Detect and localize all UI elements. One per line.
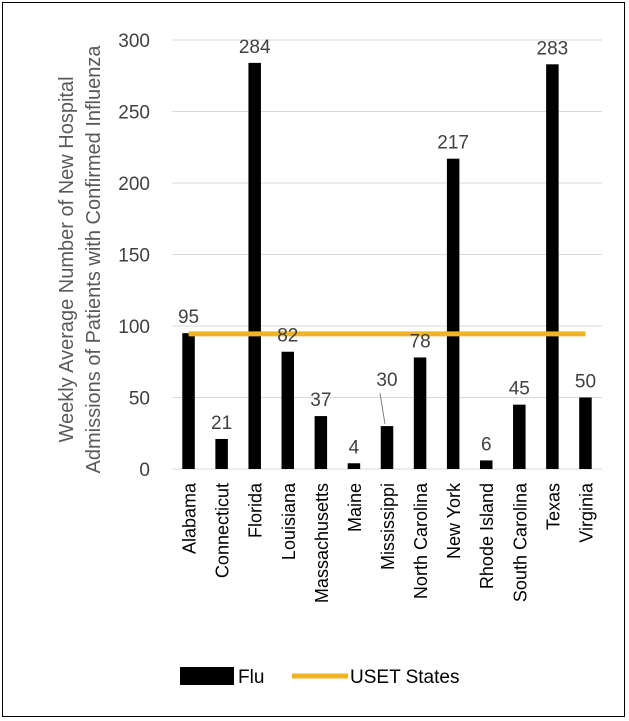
y-tick-label: 100 bbox=[118, 317, 150, 338]
y-tick-label: 50 bbox=[129, 389, 150, 410]
data-label: 37 bbox=[310, 390, 331, 411]
y-tick-label: 0 bbox=[139, 460, 150, 481]
x-tick-label: Louisiana bbox=[279, 482, 299, 560]
y-tick-label: 150 bbox=[118, 246, 150, 267]
x-tick-label: Maine bbox=[345, 483, 365, 532]
data-labels: 95 21 284 82 37 4 30 78 217 6 45 283 50 bbox=[178, 37, 596, 458]
x-tick-label: Massachusetts bbox=[312, 483, 332, 603]
data-label: 95 bbox=[178, 307, 199, 328]
bar-connecticut bbox=[215, 438, 228, 469]
bar-mississippi bbox=[380, 426, 394, 469]
bar-virginia bbox=[579, 397, 592, 469]
data-label-leader-line bbox=[379, 393, 386, 425]
data-label: 82 bbox=[277, 326, 298, 347]
x-tick-label: Rhode Island bbox=[477, 483, 497, 589]
x-tick-label: Alabama bbox=[180, 482, 200, 554]
bar-north-carolina bbox=[413, 357, 427, 469]
y-axis-title-line: Weekly Average Number of New Hospital bbox=[56, 76, 78, 442]
data-label: 50 bbox=[575, 372, 596, 393]
x-tick-label: Virginia bbox=[576, 482, 596, 543]
data-label: 6 bbox=[481, 434, 492, 455]
x-tick-label: Florida bbox=[246, 482, 266, 538]
bar-florida bbox=[248, 62, 261, 469]
bar-texas bbox=[546, 64, 559, 469]
bar-south-carolina bbox=[513, 404, 526, 469]
data-label: 217 bbox=[437, 133, 469, 154]
x-tick-label: Connecticut bbox=[213, 483, 233, 578]
legend: Flu USET States bbox=[180, 667, 459, 688]
data-label: 284 bbox=[239, 37, 271, 58]
bar-alabama bbox=[182, 333, 195, 469]
x-tick-label: Texas bbox=[543, 483, 563, 530]
bar-new-york bbox=[446, 158, 460, 469]
y-axis-ticks: 0 50 100 150 200 250 300 bbox=[118, 31, 150, 481]
bar-louisiana bbox=[281, 351, 295, 469]
legend-label-uset-states: USET States bbox=[350, 667, 459, 688]
y-tick-label: 300 bbox=[118, 31, 150, 52]
data-label: 30 bbox=[376, 370, 397, 391]
data-label: 45 bbox=[509, 379, 530, 400]
data-label: 4 bbox=[349, 437, 360, 458]
gridlines bbox=[172, 39, 602, 470]
legend-swatch-flu bbox=[180, 667, 234, 685]
bar-massachusetts bbox=[314, 416, 328, 469]
x-tick-label: South Carolina bbox=[510, 482, 530, 602]
x-axis-labels: Alabama Connecticut Florida Louisiana Massac… bbox=[180, 482, 597, 603]
y-axis-title: Weekly Average Number of New Hospital Adm… bbox=[56, 45, 105, 474]
bars bbox=[182, 62, 592, 469]
y-axis-title-line: Admissions of Patients with Confirmed In… bbox=[83, 45, 105, 474]
bar-maine bbox=[347, 463, 361, 469]
x-tick-label: North Carolina bbox=[411, 482, 431, 599]
data-label: 283 bbox=[537, 38, 569, 59]
x-tick-label: Mississippi bbox=[378, 483, 398, 570]
y-tick-label: 200 bbox=[118, 174, 150, 195]
legend-label-flu: Flu bbox=[238, 667, 264, 688]
data-label: 78 bbox=[410, 331, 431, 352]
y-tick-label: 250 bbox=[118, 103, 150, 124]
x-tick-label: New York bbox=[444, 482, 464, 559]
data-label: 21 bbox=[211, 413, 232, 434]
bar-rhode-island bbox=[479, 460, 493, 469]
